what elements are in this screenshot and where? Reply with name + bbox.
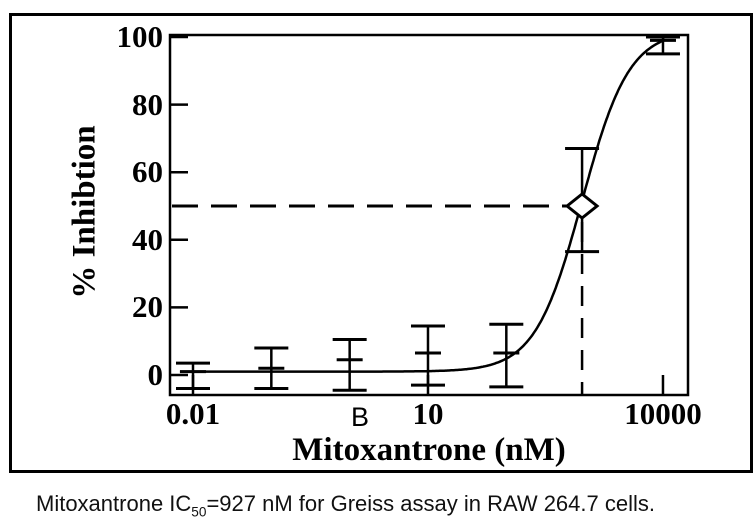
chart-outer-border [9, 13, 753, 473]
x-tick-label-10000: 10000 [624, 396, 702, 431]
y-tick-label-0: 0 [147, 357, 164, 392]
y-tick-label-80: 80 [132, 87, 163, 122]
figure-caption: Mitoxantrone IC50=927 nM for Greiss assa… [36, 491, 655, 519]
y-tick-label-100: 100 [116, 19, 164, 54]
x-tick-label-0.01: 0.01 [165, 396, 221, 431]
x-tick-label-10: 10 [412, 396, 444, 431]
panel-label: B [350, 402, 369, 432]
caption-prefix: Mitoxantrone IC [36, 491, 192, 516]
y-axis-title: % Inhibtion [66, 125, 103, 299]
y-tick-label-40: 40 [132, 222, 163, 257]
x-axis-title: Mitoxantrone (nM) [292, 432, 566, 468]
y-tick-label-20: 20 [132, 289, 163, 324]
ic50-diamond-marker [564, 192, 600, 220]
y-tick-label-60: 60 [132, 154, 163, 189]
caption-suffix: =927 nM for Greiss assay in RAW 264.7 ce… [206, 491, 655, 516]
dose-response-curve [179, 38, 666, 373]
caption-subscript: 50 [191, 504, 207, 520]
